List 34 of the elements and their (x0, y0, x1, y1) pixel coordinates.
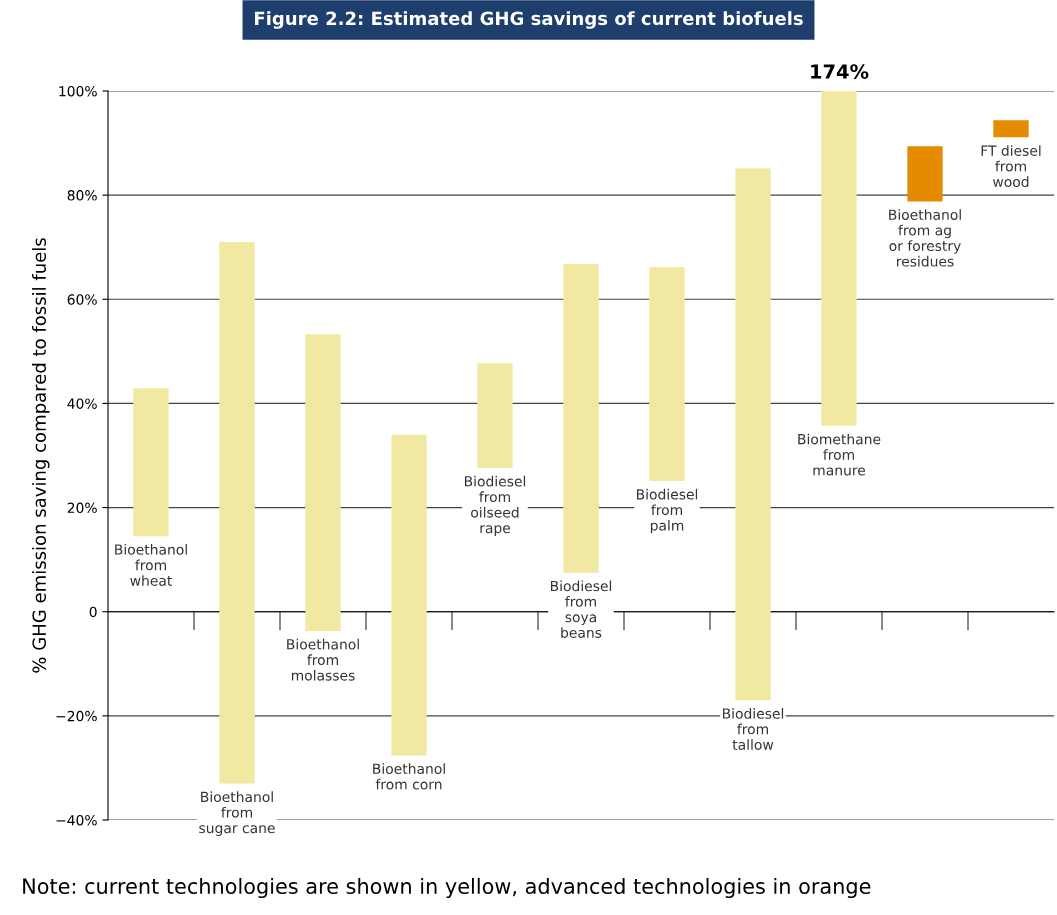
chart-title: Figure 2.2: Estimated GHG savings of current biofuels (255, 11, 803, 29)
x-tick-label: Bioethanol from wheat (115, 544, 187, 586)
y-tick-label: 80% (67, 190, 97, 201)
x-tick-label: Bioethanol from molasses (287, 638, 359, 681)
y-tick-label: −40% (56, 814, 97, 826)
y-tick-label: 60% (67, 294, 97, 305)
bar (993, 120, 1029, 138)
y-tick-label: −20% (56, 710, 97, 722)
bar (649, 267, 685, 482)
x-tick-label: Bioethanol from corn (373, 763, 445, 790)
bar (305, 334, 341, 631)
y-axis-title: % GHG emission saving compared to fossil fuels (32, 238, 50, 673)
text: Note: current technologies are shown in yellow, advanced technologies in orange (23, 877, 871, 899)
bar (735, 168, 771, 701)
annotation: 174% (811, 64, 869, 79)
bar (821, 91, 857, 426)
bar (133, 388, 169, 537)
bar (219, 242, 255, 784)
x-tick-label: Biodiesel from tallow (722, 708, 784, 750)
x-tick-label: Bioethanol from sugar cane (199, 791, 275, 836)
y-tick-label: 0 (89, 606, 97, 618)
bar (563, 263, 599, 573)
x-tick-label: Biodiesel from palm (636, 488, 698, 534)
bar (391, 434, 427, 756)
bar (907, 146, 943, 202)
y-tick-label: 20% (67, 502, 97, 514)
x-tick-label: Biodiesel from oilseed rape (464, 475, 526, 536)
bar (477, 363, 513, 468)
x-tick-label: FT diesel from wood (981, 145, 1041, 188)
y-tick-label: 40% (67, 398, 97, 409)
x-tick-label: Bioethanol from ag or forestry residues (889, 209, 961, 267)
y-tick-label: 100% (59, 85, 97, 97)
x-tick-label: Biodiesel from soya beans (550, 580, 612, 638)
x-tick-label: Biomethane from manure (798, 433, 881, 476)
